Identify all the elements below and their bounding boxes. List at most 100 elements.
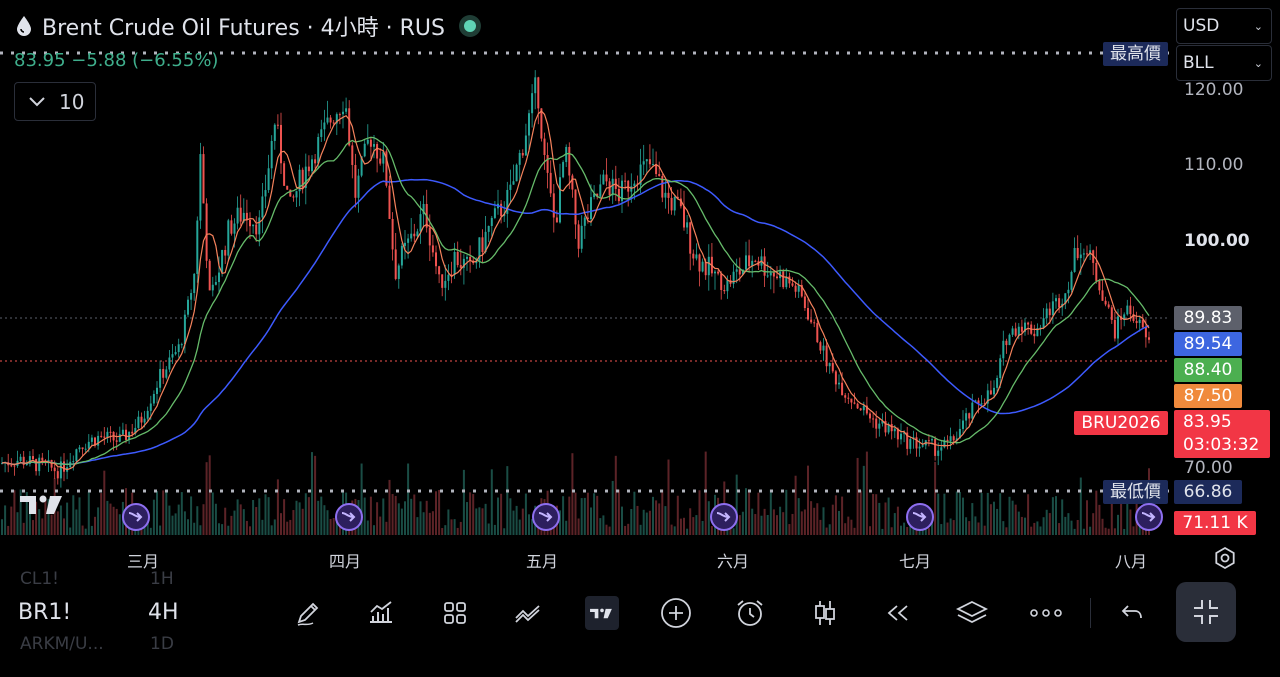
candle-body [369,139,372,147]
volume-bar [689,508,692,535]
candle-body [314,159,317,164]
volume-bar [872,494,875,535]
candle-body [676,196,679,199]
compare-icon[interactable] [511,596,545,630]
volume-bar [531,518,534,535]
candle-body [438,266,441,275]
candle-body [177,344,180,353]
candle-body [168,357,171,370]
symbol-header[interactable]: Brent Crude Oil Futures · 4小時 · RUS [14,10,481,42]
volume-bar [627,523,630,535]
volume-bar [670,524,673,535]
candle-body [952,436,955,441]
symbol-button[interactable]: BR1! [18,600,72,625]
undo-icon[interactable] [1115,596,1149,630]
market-status-icon[interactable] [458,15,481,37]
candle-body [171,354,174,358]
volume-bar [1048,513,1051,535]
volume-bar [264,494,267,535]
volume-bar [946,522,949,535]
volume-bar [763,508,766,535]
candlesticks [1,70,1150,488]
chevron-down-icon: ⌄ [1253,56,1263,70]
candle-body [611,178,614,196]
candle-body [1148,337,1150,340]
dividend-event-icon[interactable] [1134,502,1164,532]
indicator-collapse-button[interactable]: 10 [14,82,96,121]
candle-body [1045,308,1048,319]
volume-bar [1027,494,1030,535]
volume-bar [862,465,865,535]
candle-body [298,169,301,192]
candle-body [872,418,875,420]
volume-bar [599,518,602,535]
volume-bar [652,496,654,535]
volume-bar [949,518,952,535]
candle-body [865,405,868,414]
volume-bar [441,528,444,535]
dividend-event-icon[interactable] [905,502,935,532]
candle-body [121,429,124,435]
pen-icon[interactable] [291,596,325,630]
candle-body [772,272,775,277]
grid-icon[interactable] [438,596,472,630]
candle-body [10,465,13,467]
candle-body [149,403,152,411]
indicators-icon[interactable] [364,596,398,630]
candle-body [1048,308,1051,316]
unit-select[interactable]: BLL ⌄ [1176,45,1272,81]
volume-bar [1101,518,1104,535]
add-icon[interactable] [659,596,693,630]
volume-bar [326,510,329,535]
candle-body [537,77,540,109]
candle-body [190,293,193,300]
watchlist-ghost-symbol: CL1! [20,569,59,589]
volume-bar [800,511,803,535]
candle-body [435,252,437,267]
candle-body [810,319,813,323]
volume-bar [608,526,611,535]
replay-icon[interactable] [881,596,915,630]
more-icon[interactable] [1029,596,1063,630]
candle-body [869,413,871,419]
alarm-icon[interactable] [733,596,767,630]
toolbar-separator [1090,598,1091,628]
candle-body [903,432,906,434]
dividend-event-icon[interactable] [531,502,561,532]
candle-body [754,260,757,262]
volume-bar [103,470,106,535]
volume-bar [909,520,912,535]
candle-body [971,402,974,419]
candle-body [289,189,292,197]
volume-bar [847,516,850,535]
candle-body [1092,250,1095,263]
candle-body [490,217,493,226]
candle-body [28,456,31,464]
volume-bar [562,496,565,535]
candle-body [221,250,224,273]
candle-body [816,323,819,343]
candle-body [106,431,109,438]
candle-body [1017,326,1020,336]
interval-button[interactable]: 4H [148,600,179,625]
candle-body [1036,328,1039,337]
volume-bar [78,497,81,535]
dividend-event-icon[interactable] [709,502,739,532]
candle-body [993,387,995,395]
dividend-event-icon[interactable] [334,502,364,532]
candle-body [887,424,890,433]
tradingview-icon[interactable] [585,596,619,630]
exit-fullscreen-button[interactable] [1176,582,1236,642]
candles-icon[interactable] [808,596,842,630]
volume-bar [934,461,937,535]
currency-select[interactable]: USD ⌄ [1176,8,1272,44]
volume-bar [422,512,425,535]
settings-icon[interactable] [1213,546,1237,570]
volume-bar [1045,509,1048,535]
layers-icon[interactable] [955,596,989,630]
dividend-event-icon[interactable] [121,502,151,532]
candle-body [822,345,825,351]
candle-body [311,159,313,172]
volume-bar [419,501,422,535]
